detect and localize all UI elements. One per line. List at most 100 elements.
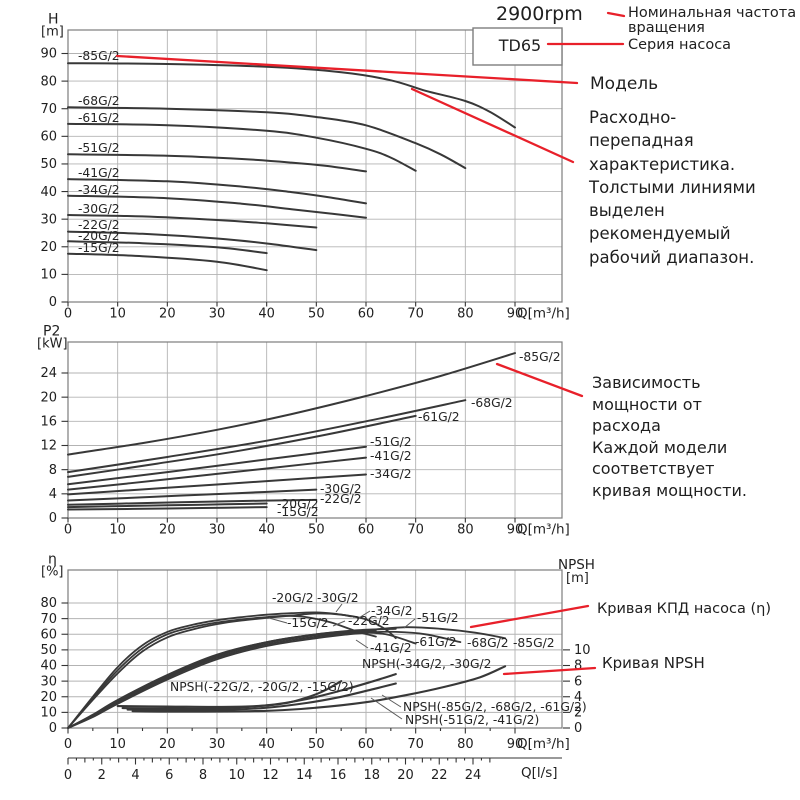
- power-y-tick-label: 0: [49, 511, 57, 526]
- npsh-ticks: [563, 649, 570, 729]
- eff-label-connector: [381, 694, 402, 708]
- eff-curve-label: NPSH(-34G/2, -30G/2: [362, 657, 491, 671]
- power-curve-label: -34G/2: [370, 467, 412, 481]
- head-x-tick-label: 60: [358, 307, 375, 322]
- head-x-tick-label: 30: [209, 307, 226, 322]
- head-x-tick-label: 90: [507, 307, 524, 322]
- power-x-tick-label: 50: [308, 523, 325, 538]
- power-x-tick-label: 70: [407, 523, 424, 538]
- head-curve--85G2: [67, 62, 516, 129]
- head-grid: [68, 30, 562, 302]
- head-curve-label: -51G/2: [78, 141, 120, 155]
- eff-label-connector: [332, 620, 346, 627]
- eff-curve-label: NPSH(-22G/2, -20G/2, -15G/2): [170, 680, 354, 694]
- head-y-tick-label: 90: [40, 47, 57, 62]
- eff-curves: [67, 611, 507, 729]
- head-x-ticks: [67, 302, 516, 307]
- power-x-tick-label: 20: [159, 523, 176, 538]
- power-curve-note: Зависимость мощности от расхода Каждой м…: [592, 373, 747, 500]
- lps-tick-label: 18: [363, 768, 380, 783]
- head-curve-label: -61G/2: [78, 111, 120, 125]
- eff-x-tick-label: 50: [308, 737, 325, 752]
- head-curve--51G2: [67, 153, 367, 173]
- npsh-tick-label: 8: [574, 659, 582, 674]
- eff-curve-label: -41G/2: [370, 641, 412, 655]
- eff-label-connector: [356, 610, 371, 620]
- eff-x-tick-label: 90: [507, 737, 524, 752]
- head-curve-label: -85G/2: [78, 49, 120, 63]
- head-curve--61G2: [67, 122, 417, 172]
- power-curve--51G2: [67, 445, 367, 486]
- npsh-tick-label: 6: [574, 674, 582, 689]
- head-curve-label: -41G/2: [78, 166, 120, 180]
- lps-tick-label: 2: [98, 768, 106, 783]
- series-box: [472, 27, 563, 66]
- series-note: Серия насоса: [628, 37, 732, 53]
- eff-x-tick-label: 30: [209, 737, 226, 752]
- lps-tick-label: 20: [397, 768, 414, 783]
- lps-tick-label: 14: [296, 768, 313, 783]
- power-y-tick-label: 24: [40, 366, 57, 381]
- eff-x-tick-label: 20: [159, 737, 176, 752]
- power-curve--68G2: [67, 399, 467, 474]
- head-x-tick-label: 50: [308, 307, 325, 322]
- power-curve--61G2: [67, 414, 417, 478]
- head-x-tick-label: 40: [258, 307, 275, 322]
- eff-curve--20G2: [67, 611, 352, 729]
- eff-x-tick-label: 10: [109, 737, 126, 752]
- power-x-tick-label: 10: [109, 523, 126, 538]
- power-x-tick-label: 60: [358, 523, 375, 538]
- power-y-axis-title: P2: [43, 324, 60, 340]
- lps-tick-label: 12: [262, 768, 279, 783]
- power-curve-label: -51G/2: [370, 435, 412, 449]
- power-y-tick-label: 4: [49, 487, 57, 502]
- eff-curve-label: NPSH(-85G/2, -68G/2, -61G/2): [403, 700, 587, 714]
- power-curve--15G2: [67, 506, 268, 511]
- head-curve-label: -15G/2: [78, 241, 120, 255]
- power-curve--22G2: [67, 498, 318, 506]
- lps-tick-label: 16: [330, 768, 347, 783]
- eff-y-tick-label: 20: [40, 690, 57, 705]
- head-curve--30G2: [67, 214, 318, 229]
- lps-tick-label: 0: [64, 768, 72, 783]
- eff-plot-border: [67, 569, 563, 729]
- eff-curve--15G2: [67, 614, 377, 729]
- eff-curve-label: -15G/2: [287, 616, 329, 630]
- power-x-tick-label: 30: [209, 523, 226, 538]
- npsh-tick-label: 0: [574, 721, 582, 736]
- eff-curve-label: -34G/2: [371, 604, 413, 618]
- lps-axis: [67, 757, 562, 765]
- power-x-tick-label: 40: [258, 523, 275, 538]
- red-pointer-line: [606, 11, 626, 18]
- eff-x-axis-unit: Q[m³/h]: [517, 736, 570, 752]
- lps-axis-unit: Q[l/s]: [521, 765, 558, 781]
- rpm-value: 2900rpm: [496, 3, 583, 25]
- power-y-tick-label: 12: [40, 439, 57, 454]
- head-y-tick-label: 40: [40, 185, 57, 200]
- eff-curve--51G2: [67, 627, 397, 729]
- eff-y-tick-label: 50: [40, 643, 57, 658]
- power-x-axis-unit: Q[m³/h]: [517, 522, 570, 538]
- power-plot-border: [67, 341, 563, 519]
- head-x-tick-label: 20: [159, 307, 176, 322]
- head-y-tick-label: 50: [40, 157, 57, 172]
- eff-curve-label: -68G/2: [467, 636, 509, 650]
- npsh-axis-title: NPSH: [558, 557, 595, 573]
- eff-y-tick-label: 40: [40, 659, 57, 674]
- power-y-tick-label: 8: [49, 463, 57, 478]
- power-curve-label: -15G/2: [277, 505, 319, 519]
- eff-y-axis-title: η: [48, 552, 57, 568]
- power-curve--41G2: [67, 456, 367, 491]
- lps-tick-label: 6: [165, 768, 173, 783]
- head-curve-label: -22G/2: [78, 218, 120, 232]
- power-y-tick-label: 20: [40, 390, 57, 405]
- power-curve--85G2: [67, 352, 516, 456]
- red-pointer-line: [115, 54, 579, 85]
- power-curve-label: -30G/2: [320, 482, 362, 496]
- power-y-axis-unit: [kW]: [37, 337, 68, 352]
- eff-x-tick-label: 0: [64, 737, 72, 752]
- eff-y-tick-label: 70: [40, 612, 57, 627]
- power-x-tick-label: 0: [64, 523, 72, 538]
